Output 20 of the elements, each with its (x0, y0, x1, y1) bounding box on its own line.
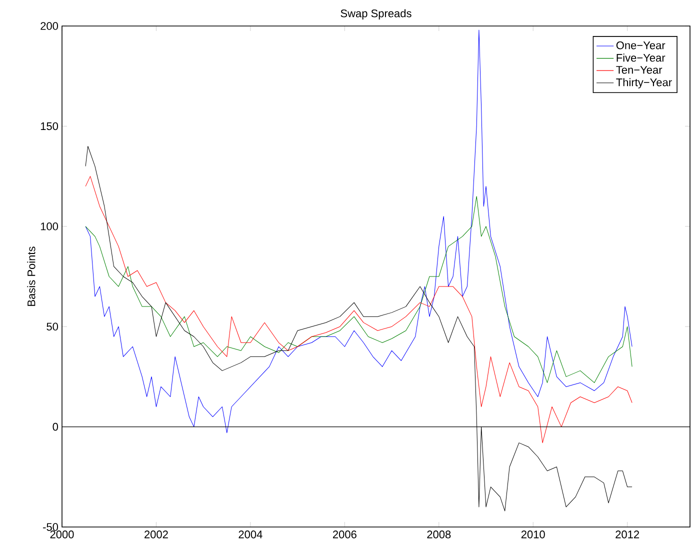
x-tick-label: 2012 (616, 530, 640, 538)
legend-label: Thirty−Year (616, 78, 672, 88)
y-tick-label: 150 (40, 122, 58, 130)
y-axis-title: Basis Points (27, 246, 36, 306)
legend-label: Five−Year (616, 54, 666, 62)
legend-label: Ten−Year (616, 66, 662, 74)
legend-label: One−Year (616, 41, 666, 50)
x-tick-label: 2004 (238, 530, 262, 538)
y-tick-label: 0 (52, 422, 58, 431)
y-tick-label: 200 (40, 22, 58, 30)
x-tick-label: 2002 (144, 530, 168, 538)
x-tick-label: 2010 (521, 530, 545, 538)
y-tick-label: 100 (40, 222, 58, 230)
x-tick-label: 2000 (50, 530, 74, 538)
line-series (85, 196, 632, 383)
x-tick-label: 2008 (427, 530, 451, 538)
chart-title: Swap Spreads (340, 9, 412, 20)
x-tick-label: 2006 (332, 530, 356, 538)
y-tick-label: -50 (43, 523, 58, 531)
y-tick-label: 50 (46, 322, 58, 330)
